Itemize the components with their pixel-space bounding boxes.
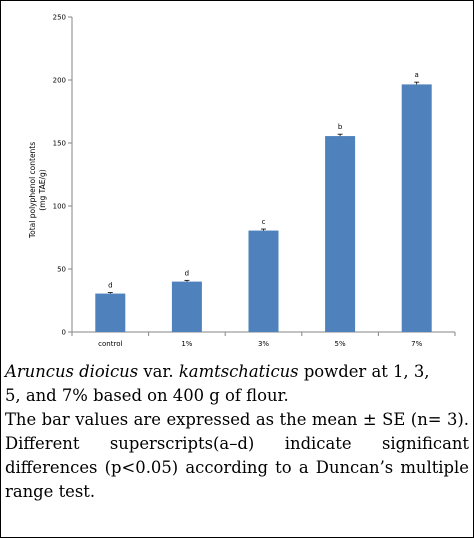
caption-species-epithet: kamtschaticus bbox=[178, 362, 299, 381]
significance-letter: d bbox=[108, 282, 112, 290]
bar bbox=[95, 293, 126, 332]
bar bbox=[401, 84, 432, 332]
y-axis: 0 50 100 150 200 250 bbox=[53, 14, 73, 337]
bars-group: d d c b a bbox=[95, 71, 432, 332]
bar bbox=[325, 136, 356, 332]
x-tick-label: 7% bbox=[411, 340, 422, 348]
x-axis: control 1% 3% 5% 7% bbox=[71, 331, 456, 348]
x-tick-label: 3% bbox=[258, 340, 269, 348]
significance-letter: c bbox=[262, 218, 266, 226]
significance-letter: d bbox=[185, 269, 189, 277]
x-tick-label: control bbox=[98, 340, 122, 348]
caption-species-var: var. bbox=[143, 362, 174, 381]
significance-letter: b bbox=[338, 123, 343, 131]
y-tick-label: 0 bbox=[62, 329, 66, 337]
y-tick-label: 100 bbox=[53, 203, 66, 211]
caption-line-2: 5, and 7% based on 400 g of flour. bbox=[5, 386, 289, 405]
x-tick-label: 1% bbox=[181, 340, 192, 348]
y-axis-label-line1: Total polyphenol contents bbox=[28, 142, 37, 239]
bar bbox=[248, 230, 279, 332]
y-tick-label: 150 bbox=[53, 140, 66, 148]
significance-letter: a bbox=[415, 71, 419, 79]
bar bbox=[171, 281, 202, 332]
y-axis-label-line2: (mg TAE/g) bbox=[38, 169, 47, 211]
bar-chart: 0 50 100 150 200 250 control 1% 3% 5% 7% d d c b a To… bbox=[28, 14, 456, 348]
caption-species-genus: Aruncus dioicus bbox=[5, 362, 139, 381]
caption-line1-rest: powder at 1, 3, bbox=[303, 362, 430, 381]
y-tick-label: 250 bbox=[53, 14, 66, 22]
y-tick-label: 200 bbox=[53, 77, 66, 85]
figure-caption: Aruncus dioicus var. kamtschaticus powde… bbox=[5, 360, 469, 504]
caption-line-3: The bar values are expressed as the mean… bbox=[5, 410, 469, 501]
x-tick-label: 5% bbox=[335, 340, 346, 348]
y-tick-label: 50 bbox=[57, 266, 66, 274]
caption-line-1: Aruncus dioicus var. kamtschaticus powde… bbox=[5, 360, 469, 384]
